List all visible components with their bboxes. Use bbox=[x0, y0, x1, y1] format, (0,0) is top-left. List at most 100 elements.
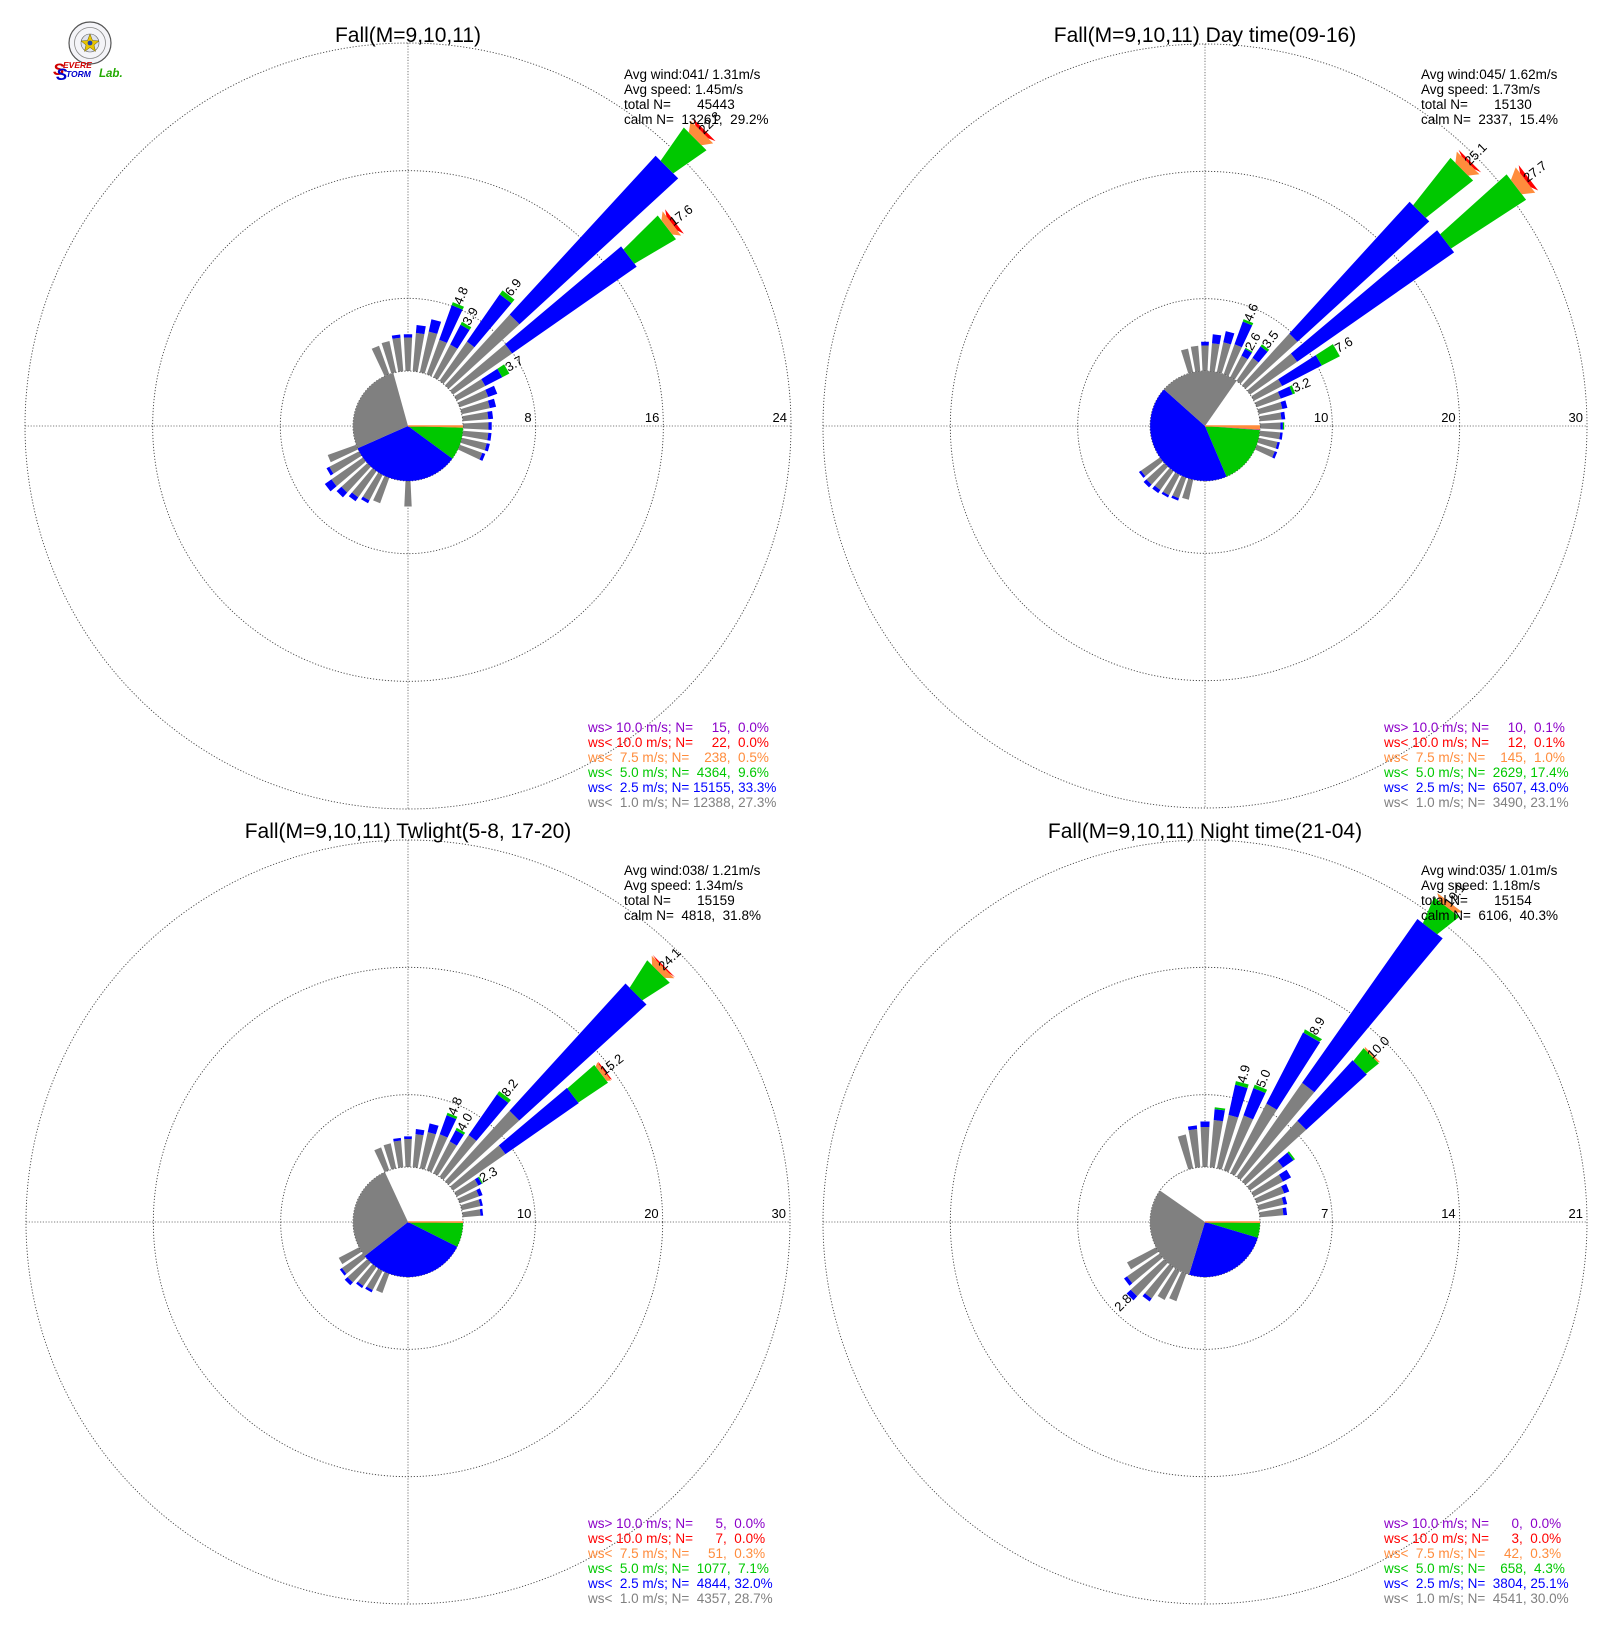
petal-segment bbox=[450, 324, 470, 349]
stats-line: Avg wind:041/ 1.31m/s bbox=[624, 67, 761, 82]
petal-segment bbox=[1216, 1114, 1239, 1170]
ring-label: 16 bbox=[645, 410, 659, 425]
petal-segment bbox=[393, 1137, 402, 1142]
petal-segment bbox=[484, 443, 490, 452]
ring-label: 21 bbox=[1569, 1206, 1583, 1221]
petal-segment bbox=[445, 1110, 520, 1185]
petal-segment bbox=[1200, 1127, 1210, 1167]
petal-segment bbox=[487, 398, 497, 409]
petal-segment bbox=[1440, 174, 1527, 249]
petal-segment bbox=[1257, 402, 1283, 415]
petal-segment bbox=[415, 325, 426, 335]
petal-segment bbox=[499, 290, 515, 304]
petal-segment bbox=[455, 1127, 466, 1135]
petal-segment bbox=[1303, 1029, 1323, 1042]
petal-segment bbox=[1254, 1186, 1285, 1204]
petal-segment bbox=[1242, 333, 1298, 389]
petal-segment bbox=[412, 1134, 424, 1168]
petal-segment bbox=[1154, 468, 1174, 490]
petal-segment bbox=[1130, 1259, 1168, 1297]
petal-segment bbox=[1141, 457, 1163, 477]
legend-entry: ws< 5.0 m/s; N= 1077, 7.1% bbox=[587, 1561, 769, 1576]
petal-segment bbox=[1279, 1169, 1292, 1182]
petal-segment bbox=[1277, 1152, 1294, 1168]
legend-entry: ws< 5.0 m/s; N= 4364, 9.6% bbox=[587, 765, 769, 780]
calm-pie-slice bbox=[1150, 389, 1227, 481]
petal-segment bbox=[1177, 1134, 1194, 1170]
logo-text-torm: TORM bbox=[66, 69, 92, 79]
petal-segment bbox=[419, 331, 438, 374]
petal-segment bbox=[1169, 1271, 1187, 1302]
petal-segment bbox=[652, 954, 676, 978]
petal-segment bbox=[404, 481, 412, 507]
petal-segment bbox=[326, 466, 334, 476]
petal-segment bbox=[1282, 1207, 1288, 1216]
range-ring-2 bbox=[949, 966, 1461, 1478]
petal-segment bbox=[1242, 1120, 1307, 1185]
petal-segment bbox=[1251, 379, 1283, 401]
petal-segment bbox=[457, 389, 489, 408]
chart-title: Fall(M=9,10,11) bbox=[335, 24, 481, 47]
petal-segment bbox=[1290, 230, 1455, 362]
petal-segment bbox=[1230, 355, 1248, 380]
petal-segment bbox=[1236, 1082, 1315, 1180]
petal-segment bbox=[381, 341, 397, 374]
petal-segment bbox=[1297, 1060, 1367, 1130]
stats-line: Avg wind:045/ 1.62m/s bbox=[1421, 67, 1558, 82]
stats-line: Avg speed: 1.45m/s bbox=[624, 82, 743, 97]
petal-segment bbox=[692, 118, 716, 142]
petal-segment bbox=[1216, 342, 1231, 374]
petal-segment bbox=[1252, 346, 1268, 363]
petal-segment bbox=[428, 319, 442, 334]
petal-segment bbox=[1152, 485, 1161, 494]
petal-segment bbox=[623, 215, 676, 264]
legend-entry: ws< 10.0 m/s; N= 22, 0.0% bbox=[587, 735, 769, 750]
petal-segment bbox=[1266, 1032, 1321, 1110]
calm-pie-slice bbox=[353, 373, 408, 449]
petal-segment bbox=[1209, 1120, 1223, 1168]
ring-label: 14 bbox=[1441, 1206, 1455, 1221]
petal-segment bbox=[412, 332, 425, 372]
petal-segment bbox=[1212, 334, 1222, 345]
petal-segment bbox=[478, 1176, 483, 1184]
petal-segment bbox=[371, 345, 390, 377]
petal-segment bbox=[392, 337, 404, 372]
petal-segment bbox=[665, 209, 684, 234]
calm-pie-slice bbox=[1205, 426, 1260, 477]
petal-segment bbox=[1127, 1247, 1159, 1270]
petal-segment bbox=[1253, 1084, 1268, 1093]
petal-segment bbox=[460, 400, 490, 415]
logo-letter-s2: S bbox=[56, 65, 68, 84]
petal-segment bbox=[1458, 149, 1482, 173]
calm-pie-slice bbox=[1205, 426, 1261, 430]
petal-segment bbox=[341, 463, 371, 493]
petal-segment bbox=[1251, 1174, 1283, 1197]
petal-segment bbox=[460, 321, 472, 330]
petal-segment bbox=[505, 246, 637, 354]
petal-segment bbox=[1510, 167, 1536, 195]
petal-segment bbox=[1171, 495, 1179, 501]
petal-segment bbox=[1259, 430, 1281, 440]
petal-segment bbox=[403, 337, 413, 371]
petal-segment bbox=[1272, 451, 1278, 459]
stats-line: Avg speed: 1.34m/s bbox=[624, 878, 743, 893]
stats-line: calm N= 13261, 29.2% bbox=[624, 112, 768, 127]
petal-segment bbox=[1257, 437, 1278, 449]
petal-segment bbox=[357, 1264, 377, 1286]
petal-segment bbox=[1279, 432, 1283, 440]
petal-segment bbox=[479, 452, 486, 461]
legend-entry: ws> 10.0 m/s; N= 5, 0.0% bbox=[587, 1516, 765, 1531]
wind-rose-panel-3: 10 20 304.84.08.224.115.22.3Fall(M=9,10,11… bbox=[25, 820, 791, 1606]
petal-segment bbox=[1260, 422, 1281, 430]
petal-segment bbox=[1200, 1121, 1210, 1127]
petal-segment bbox=[567, 1064, 608, 1103]
ring-label: 7 bbox=[1321, 1206, 1328, 1221]
stats-line: calm N= 6106, 40.3% bbox=[1421, 908, 1558, 923]
petal-segment bbox=[1182, 478, 1194, 500]
petal-segment bbox=[374, 1147, 390, 1173]
petal-segment bbox=[468, 1094, 509, 1141]
petal-segment bbox=[347, 1259, 371, 1283]
petal-segment bbox=[450, 344, 513, 395]
legend-entry: ws< 7.5 m/s; N= 51, 0.3% bbox=[587, 1546, 765, 1561]
petal-segment bbox=[660, 127, 707, 174]
